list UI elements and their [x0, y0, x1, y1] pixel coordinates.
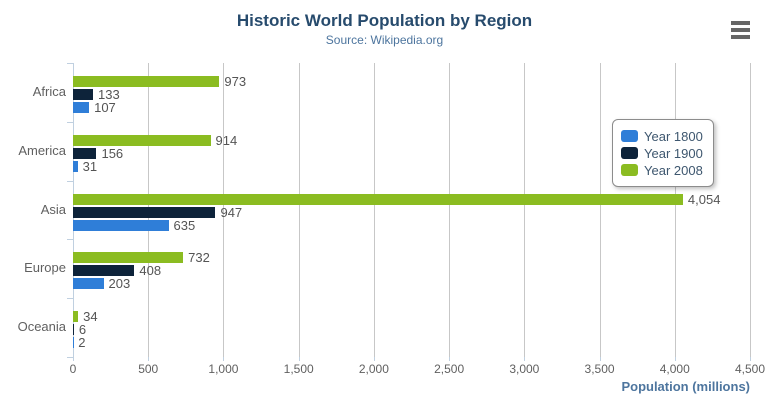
x-axis-tick: [599, 357, 601, 361]
legend-swatch-icon: [621, 130, 638, 142]
x-axis-tick-label: 1,000: [208, 362, 239, 376]
bar-year-1800[interactable]: [73, 278, 104, 290]
category-label: Oceania: [17, 319, 66, 335]
x-axis-tick: [449, 357, 451, 361]
y-axis-tick: [67, 181, 73, 182]
y-axis-tick: [67, 63, 73, 64]
x-axis-title: Population (millions): [621, 379, 750, 394]
gridline: [298, 63, 300, 357]
data-label: 2: [78, 335, 86, 351]
bar-year-1800[interactable]: [73, 219, 169, 231]
bar-year-2008[interactable]: [73, 134, 211, 146]
legend: Year 1800 Year 1900 Year 2008: [612, 119, 714, 187]
x-axis-tick: [298, 357, 300, 361]
y-axis-tick: [67, 239, 73, 240]
legend-swatch-icon: [621, 147, 638, 159]
gridline: [599, 63, 601, 357]
hamburger-icon: [731, 35, 750, 39]
x-axis-tick: [373, 357, 375, 361]
bar-year-1900[interactable]: [73, 265, 135, 277]
data-label: 732: [188, 250, 210, 266]
gridline: [223, 63, 225, 357]
legend-label: Year 1900: [644, 145, 703, 161]
x-axis-tick-label: 3,000: [509, 362, 540, 376]
bar-year-2008[interactable]: [73, 193, 683, 205]
legend-item-year-1800[interactable]: Year 1800: [621, 128, 703, 144]
data-label: 6: [78, 322, 87, 338]
x-axis-tick-label: 2,500: [434, 362, 465, 376]
data-label: 635: [173, 217, 196, 233]
gridline: [373, 63, 375, 357]
category-label: Europe: [24, 260, 66, 276]
gridline: [750, 63, 751, 357]
hamburger-icon: [731, 28, 750, 32]
legend-item-year-1900[interactable]: Year 1900: [621, 145, 703, 161]
x-axis-tick: [750, 357, 751, 361]
x-axis-tick-label: 1,500: [283, 362, 314, 376]
x-axis-tick: [223, 357, 225, 361]
legend-label: Year 1800: [644, 128, 703, 144]
x-axis-tick-label: 0: [69, 362, 77, 376]
bar-year-1800[interactable]: [73, 102, 90, 113]
chart-subtitle: Source: Wikipedia.org: [325, 33, 444, 47]
legend-label: Year 2008: [644, 162, 703, 178]
data-label: 107: [94, 100, 116, 115]
x-axis-tick-label: 3,500: [584, 362, 615, 376]
y-axis-tick: [67, 122, 73, 123]
data-label: 408: [139, 263, 162, 279]
data-label: 34: [83, 309, 98, 325]
x-axis-tick: [148, 357, 150, 361]
chart-title: Historic World Population by Region: [236, 11, 533, 30]
data-label: 947: [220, 204, 243, 220]
legend-swatch-icon: [621, 164, 638, 176]
category-label: Asia: [40, 201, 66, 217]
bar-year-2008[interactable]: [73, 311, 79, 323]
bar-year-1900[interactable]: [73, 324, 74, 336]
context-menu-button[interactable]: [731, 21, 751, 39]
bar-year-1800[interactable]: [73, 160, 78, 172]
legend-item-year-2008[interactable]: Year 2008: [621, 162, 703, 178]
data-label: 31: [82, 158, 98, 174]
bar-year-2008[interactable]: [73, 252, 184, 264]
x-axis-tick-label: 4,000: [659, 362, 690, 376]
data-label: 133: [98, 87, 120, 102]
data-label: 4,054: [687, 191, 721, 207]
x-axis-tick-label: 4,500: [734, 362, 766, 376]
data-label: 203: [108, 276, 131, 292]
gridline: [674, 63, 676, 357]
x-axis-tick-label: 500: [138, 362, 159, 376]
category-label: Africa: [32, 84, 66, 99]
x-axis-tick: [674, 357, 676, 361]
category-label: America: [18, 142, 66, 158]
x-axis-tick-label: 2,000: [358, 362, 389, 376]
y-axis-tick: [67, 298, 73, 299]
x-axis-tick: [73, 357, 74, 361]
bar-year-1900[interactable]: [73, 89, 93, 100]
data-label: 973: [224, 74, 247, 89]
data-label: 156: [101, 145, 124, 161]
hamburger-icon: [731, 21, 750, 25]
bar-year-2008[interactable]: [73, 76, 220, 87]
bar-year-1900[interactable]: [73, 147, 97, 159]
y-axis-tick: [67, 357, 73, 358]
gridline: [449, 63, 451, 357]
data-label: 914: [215, 132, 238, 148]
x-axis-tick: [524, 357, 526, 361]
bar-year-1900[interactable]: [73, 206, 216, 218]
gridline: [524, 63, 526, 357]
